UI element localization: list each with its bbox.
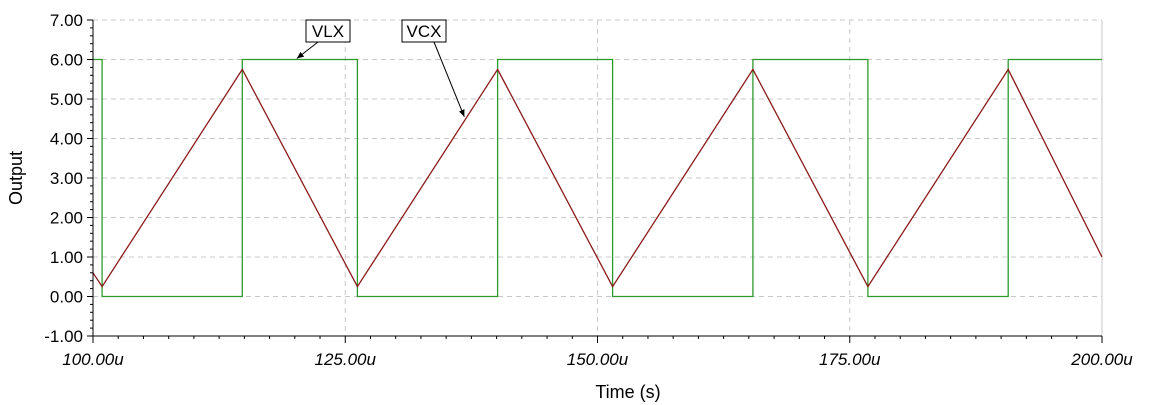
series-vcx-line xyxy=(92,68,1103,288)
callout-vcx: VCX xyxy=(401,19,465,117)
x-tick-label: 100.00u xyxy=(62,350,124,369)
callout-box xyxy=(401,19,447,43)
callout-leader xyxy=(433,41,465,117)
callout-leader xyxy=(296,41,319,59)
callout-label: VCX xyxy=(407,22,442,41)
series-vlx-line xyxy=(93,58,1102,298)
ticks: -1.00 0.00 1.00 2.00 3.00 4.00 5.00 6.00 7.00 100… xyxy=(44,11,1133,369)
x-tick-label: 175.00u xyxy=(819,350,881,369)
y-axis-title: Output xyxy=(6,151,26,205)
callout-box xyxy=(305,19,351,43)
y-tick-label: 4.00 xyxy=(50,130,83,149)
y-tick-label: -1.00 xyxy=(44,327,83,346)
x-tick-label: 125.00u xyxy=(315,350,377,369)
y-tick-label: 5.00 xyxy=(50,90,83,109)
y-tick-label: 1.00 xyxy=(50,248,83,267)
y-tick-label: 7.00 xyxy=(50,11,83,30)
grid xyxy=(93,19,1103,336)
x-tick-label: 200.00u xyxy=(1070,350,1133,369)
y-tick-label: 6.00 xyxy=(50,51,83,70)
callout-label: VLX xyxy=(312,22,344,41)
y-tick-label: 3.00 xyxy=(50,169,83,188)
callouts: VLX VCX xyxy=(296,19,465,117)
x-axis-title: Time (s) xyxy=(595,382,660,402)
series-layer xyxy=(92,58,1103,298)
y-tick-label: 2.00 xyxy=(50,209,83,228)
y-tick-label: 0.00 xyxy=(50,288,83,307)
callout-vlx: VLX xyxy=(296,19,351,59)
x-tick-label: 150.00u xyxy=(567,350,629,369)
